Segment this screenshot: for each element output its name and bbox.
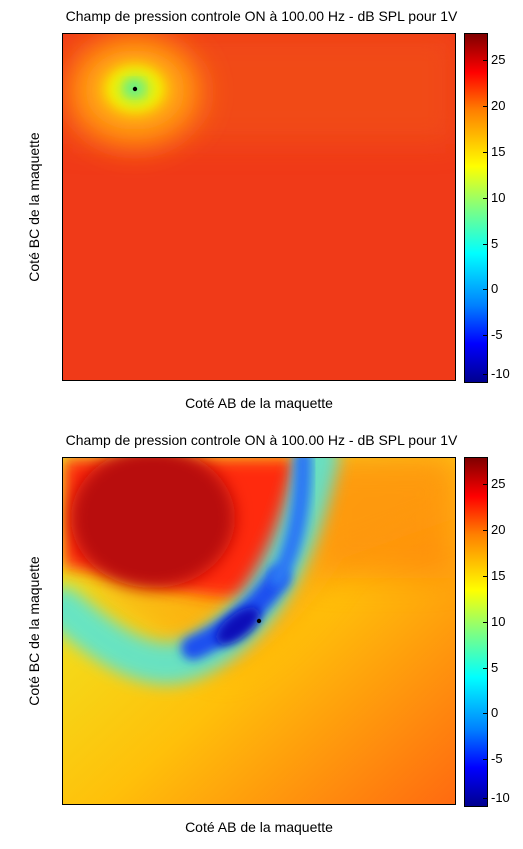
heatmap-region-max: [71, 458, 235, 588]
colorbar-tick-label: 5: [491, 235, 499, 251]
colorbar: [464, 33, 488, 383]
colorbar-tick-mark: [483, 530, 488, 532]
colorbar-tick-label: -10: [491, 790, 510, 805]
measurement-point: [256, 618, 262, 624]
heatmap-region-blue-top: [269, 458, 312, 587]
colorbar-tick-mark: [483, 759, 488, 761]
colorbar-tick-mark: [483, 60, 488, 62]
colorbar-tick-label: 25: [491, 52, 506, 68]
colorbar-tick-label: -5: [491, 751, 503, 767]
colorbar-tick-mark: [483, 106, 488, 108]
colorbar-tick-mark: [483, 152, 488, 154]
colorbar-tick-mark: [483, 374, 488, 375]
colorbar: [464, 457, 488, 807]
y-axis-label: Coté BC de la maquette: [26, 132, 42, 282]
x-axis-label: Coté AB de la maquette: [185, 395, 333, 411]
colorbar-tick-label: -10: [491, 366, 510, 381]
colorbar-tick-label: 10: [491, 613, 506, 629]
colorbar-tick-mark: [483, 576, 488, 578]
colorbar-tick-mark: [483, 289, 488, 291]
colorbar-ticks: -10 -5 0 5 10 15 20 25: [483, 33, 522, 383]
colorbar-tick-mark: [483, 243, 488, 245]
colorbar-tick-label: 0: [491, 705, 499, 721]
plot-area: [62, 33, 456, 381]
colorbar-tick-mark: [483, 484, 488, 486]
colorbar-tick-label: 5: [491, 659, 499, 675]
y-axis-label: Coté BC de la maquette: [26, 556, 42, 706]
colorbar-tick-mark: [483, 798, 488, 799]
x-axis-label: Coté AB de la maquette: [185, 819, 333, 835]
measurement-point: [132, 86, 138, 92]
colorbar-tick-label: 25: [491, 476, 506, 492]
colorbar-tick-label: 0: [491, 281, 499, 297]
colorbar-tick-label: 20: [491, 98, 506, 114]
plot-area: [62, 457, 456, 805]
chart-title: Champ de pression controle ON à 100.00 H…: [65, 8, 458, 24]
colorbar-tick-label: 20: [491, 522, 506, 538]
heatmap-chart-1: Champ de pression controle ON à 100.00 H…: [0, 0, 523, 424]
heatmap-field: [63, 34, 455, 380]
colorbar-tick-mark: [483, 197, 488, 199]
colorbar-tick-mark: [483, 713, 488, 715]
colorbar-tick-label: 10: [491, 189, 506, 205]
colorbar-tick-mark: [483, 667, 488, 669]
colorbar-ticks: -10 -5 0 5 10 15 20 25: [483, 457, 522, 807]
colorbar-tick-label: 15: [491, 568, 506, 584]
colorbar-tick-label: -5: [491, 327, 503, 343]
heatmap-field: [63, 458, 455, 804]
colorbar-tick-mark: [483, 335, 488, 337]
colorbar-tick-mark: [483, 621, 488, 623]
heatmap-chart-2: Champ de pression controle ON à 100.00 H…: [0, 424, 523, 848]
chart-title: Champ de pression controle ON à 100.00 H…: [65, 432, 458, 448]
colorbar-tick-label: 15: [491, 144, 506, 160]
heatmap-region-min: [216, 607, 260, 645]
